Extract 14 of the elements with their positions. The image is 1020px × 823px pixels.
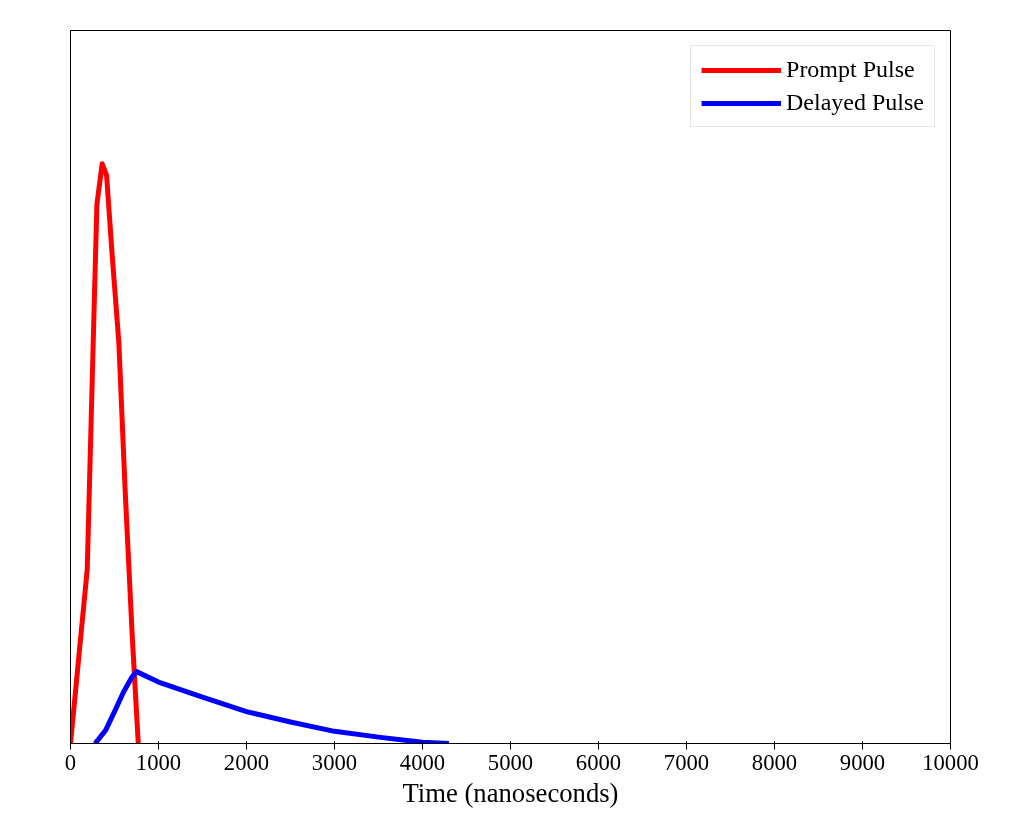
legend-label: Prompt Pulse bbox=[786, 56, 915, 83]
legend-label: Delayed Pulse bbox=[786, 89, 924, 116]
x-tick-label: 9000 bbox=[839, 749, 886, 775]
x-tick-label: 2000 bbox=[223, 749, 270, 775]
x-tick-label: 7000 bbox=[663, 749, 710, 775]
x-tick-label: 10000 bbox=[922, 749, 979, 775]
x-tick-label: 5000 bbox=[487, 749, 534, 775]
x-tick-label: 6000 bbox=[575, 749, 622, 775]
x-tick-label: 3000 bbox=[311, 749, 358, 775]
x-tick-label: 4000 bbox=[399, 749, 446, 775]
x-tick-label: 0 bbox=[64, 749, 77, 775]
x-tick-label: 1000 bbox=[135, 749, 182, 775]
x-tick-label: 8000 bbox=[751, 749, 798, 775]
x-axis-title: Time (nanoseconds) bbox=[402, 777, 619, 808]
